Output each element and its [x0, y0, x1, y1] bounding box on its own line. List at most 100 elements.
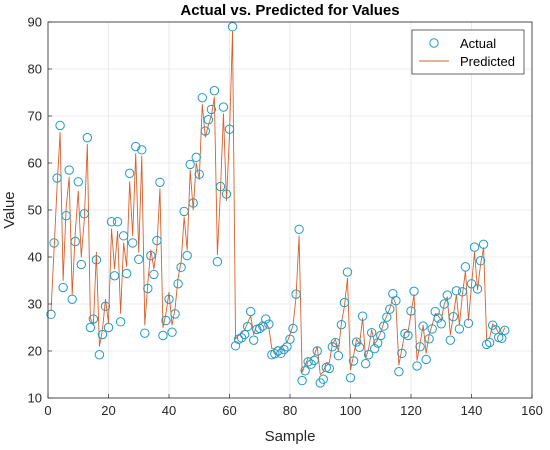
- actual-point: [179, 206, 189, 217]
- actual-point: [112, 217, 123, 227]
- actual-point: [454, 324, 465, 334]
- actual-point: [421, 354, 431, 365]
- actual-point: [500, 325, 510, 336]
- actual-point: [149, 269, 159, 280]
- actual-point: [103, 322, 114, 333]
- actual-point: [88, 314, 99, 324]
- actual-point: [481, 339, 492, 350]
- x-tick-label: 20: [101, 403, 115, 418]
- actual-point: [478, 239, 489, 250]
- actual-point: [236, 333, 247, 343]
- actual-point: [297, 375, 307, 386]
- actual-point: [121, 268, 132, 279]
- actual-point: [300, 366, 310, 376]
- actual-point: [167, 327, 177, 337]
- actual-point: [158, 330, 168, 341]
- actual-point: [58, 282, 68, 293]
- actual-point: [182, 250, 192, 261]
- x-tick-label: 0: [44, 403, 51, 418]
- actual-point: [439, 299, 449, 309]
- legend: Actual Predicted: [411, 29, 525, 75]
- actual-point: [484, 337, 495, 348]
- actual-point: [115, 317, 126, 327]
- actual-point: [94, 350, 105, 360]
- actual-point: [76, 259, 86, 270]
- actual-point: [469, 242, 480, 252]
- actual-point: [330, 337, 341, 348]
- actual-point: [424, 334, 434, 344]
- actual-point: [255, 323, 265, 334]
- actual-point: [466, 279, 477, 289]
- actual-point: [245, 306, 256, 317]
- actual-point: [146, 250, 156, 261]
- actual-point: [285, 334, 295, 344]
- actual-point: [106, 217, 117, 227]
- actual-point: [170, 309, 180, 319]
- actual-point: [391, 296, 401, 306]
- y-tick-label: 30: [28, 297, 42, 312]
- actual-point: [370, 343, 380, 354]
- actual-point: [152, 235, 162, 246]
- y-tick-label: 70: [28, 109, 42, 124]
- actual-point: [382, 312, 392, 322]
- actual-point: [91, 255, 102, 265]
- actual-point: [109, 271, 120, 281]
- x-tick-label: 80: [283, 403, 297, 418]
- actual-point: [318, 374, 328, 384]
- actual-point: [418, 321, 428, 331]
- actual-point: [363, 350, 374, 360]
- actual-point: [403, 330, 413, 341]
- actual-point: [242, 321, 253, 332]
- actual-point: [264, 319, 274, 329]
- actual-point: [487, 320, 498, 330]
- actual-point: [415, 342, 425, 352]
- actual-point: [128, 238, 138, 248]
- actual-point: [409, 286, 419, 297]
- x-tick-label: 120: [400, 403, 422, 418]
- actual-point: [64, 165, 74, 175]
- y-tick-label: 20: [28, 344, 42, 359]
- y-tick-label: 10: [28, 391, 42, 406]
- actual-point: [224, 124, 235, 134]
- actual-point: [212, 257, 223, 267]
- actual-point: [333, 351, 344, 361]
- actual-point: [406, 306, 416, 316]
- actual-point: [442, 290, 452, 300]
- actual-point: [176, 262, 186, 273]
- actual-point: [303, 357, 313, 367]
- actual-point: [351, 337, 362, 347]
- actual-point: [188, 198, 198, 208]
- actual-point: [445, 335, 456, 345]
- actual-point: [279, 344, 289, 355]
- actual-point: [475, 256, 486, 266]
- legend-predicted-label: Predicted: [460, 54, 515, 69]
- actual-point: [61, 210, 71, 221]
- x-tick-label: 40: [162, 403, 176, 418]
- actual-point: [227, 22, 238, 32]
- actual-point: [354, 342, 365, 352]
- actual-point: [345, 373, 356, 383]
- actual-point: [249, 335, 259, 345]
- actual-point: [197, 92, 207, 103]
- actual-point: [457, 287, 468, 297]
- actual-point: [294, 224, 304, 234]
- actual-point: [379, 321, 389, 331]
- actual-point: [430, 306, 440, 317]
- actual-point: [339, 297, 350, 308]
- x-tick-label: 100: [340, 403, 362, 418]
- chart-title: Actual vs. Predicted for Values: [180, 2, 399, 19]
- actual-series: [46, 22, 510, 388]
- legend-actual-label: Actual: [460, 36, 496, 51]
- actual-point: [385, 304, 395, 314]
- actual-point: [451, 286, 462, 296]
- actual-point: [143, 283, 153, 294]
- actual-point: [348, 356, 359, 366]
- actual-point: [309, 355, 319, 366]
- actual-point: [221, 189, 232, 199]
- actual-point: [164, 294, 174, 304]
- actual-point: [460, 262, 471, 272]
- y-tick-label: 50: [28, 203, 42, 218]
- actual-point: [239, 329, 250, 340]
- actual-point: [161, 315, 171, 326]
